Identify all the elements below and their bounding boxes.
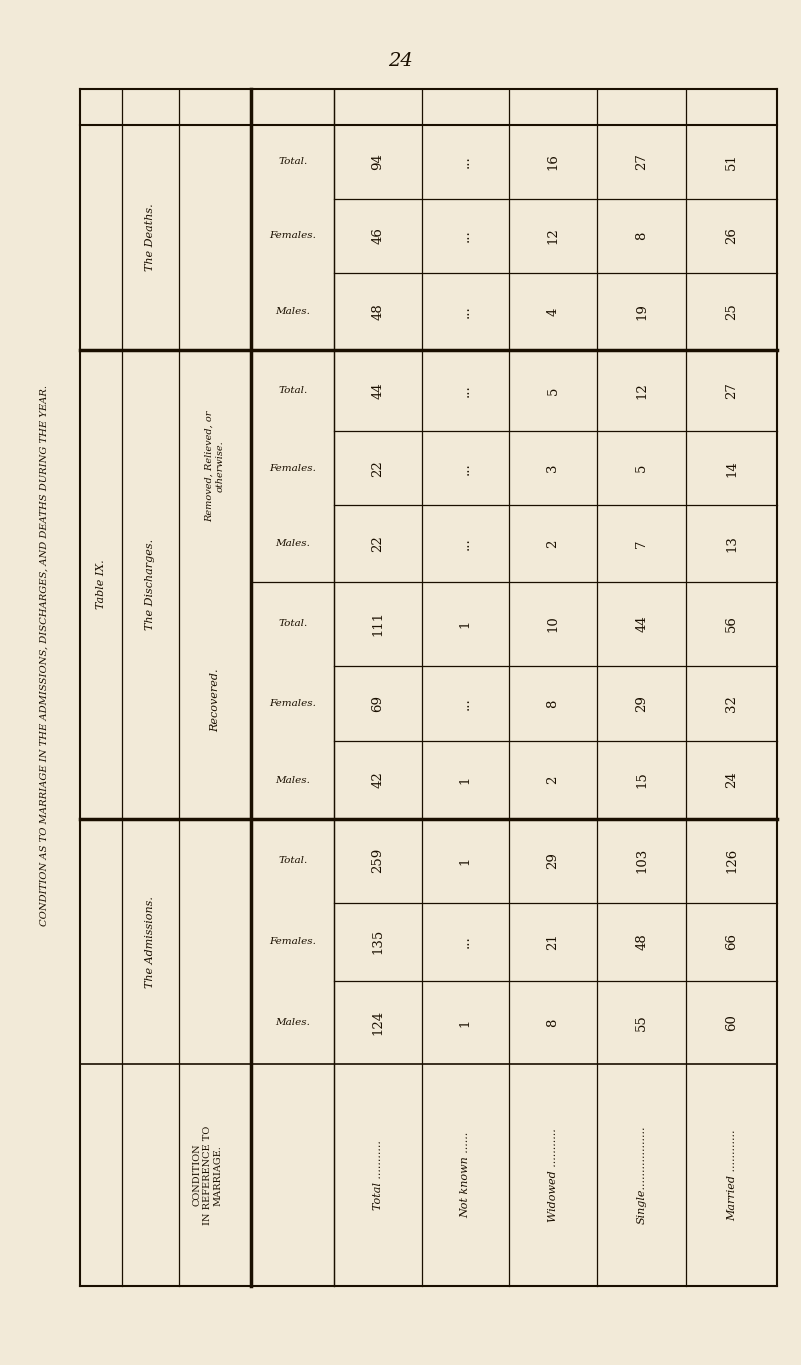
Text: 22: 22 — [372, 460, 384, 476]
Text: Not known ......: Not known ...... — [460, 1132, 470, 1218]
Text: The Deaths.: The Deaths. — [146, 203, 155, 272]
Text: 1: 1 — [459, 857, 472, 865]
Text: 21: 21 — [546, 934, 559, 950]
Text: 44: 44 — [372, 382, 384, 399]
Text: 2: 2 — [546, 775, 559, 785]
Text: 8: 8 — [546, 1018, 559, 1026]
Text: 1: 1 — [459, 1018, 472, 1026]
Text: 27: 27 — [725, 382, 739, 399]
Text: 51: 51 — [725, 153, 739, 171]
Text: 111: 111 — [372, 612, 384, 636]
Text: 12: 12 — [635, 382, 648, 399]
Text: Males.: Males. — [276, 539, 310, 549]
Text: 8: 8 — [635, 232, 648, 240]
Text: Total ...........: Total ........... — [373, 1140, 383, 1209]
Text: 3: 3 — [546, 464, 559, 472]
Text: Total.: Total. — [278, 620, 308, 628]
Text: Males.: Males. — [276, 307, 310, 315]
Text: 25: 25 — [725, 303, 739, 319]
Text: 94: 94 — [372, 153, 384, 171]
Text: 66: 66 — [725, 934, 739, 950]
Text: The Admissions.: The Admissions. — [146, 895, 155, 988]
Text: 60: 60 — [725, 1014, 739, 1031]
Text: 24: 24 — [725, 771, 739, 789]
Text: 42: 42 — [372, 771, 384, 789]
Text: Married ............: Married ............ — [727, 1129, 737, 1220]
Text: 2: 2 — [546, 539, 559, 547]
Text: ...: ... — [459, 384, 472, 397]
Text: 44: 44 — [635, 616, 648, 632]
Text: ...: ... — [459, 698, 472, 710]
Text: 135: 135 — [372, 930, 384, 954]
Text: 5: 5 — [635, 464, 648, 472]
Text: 1: 1 — [459, 620, 472, 628]
Text: Total.: Total. — [278, 157, 308, 167]
Text: 26: 26 — [725, 228, 739, 244]
Text: 29: 29 — [546, 852, 559, 870]
Text: Total.: Total. — [278, 386, 308, 394]
Text: CONDITION
IN REFERENCE TO
MARRIAGE.: CONDITION IN REFERENCE TO MARRIAGE. — [192, 1126, 222, 1224]
Text: 56: 56 — [725, 616, 739, 632]
Text: Total.: Total. — [278, 856, 308, 865]
Text: 4: 4 — [546, 307, 559, 315]
Text: ...: ... — [459, 304, 472, 318]
Text: 27: 27 — [635, 153, 648, 171]
Text: 103: 103 — [635, 848, 648, 874]
Text: 14: 14 — [725, 460, 739, 476]
Text: 259: 259 — [372, 848, 384, 874]
Text: Males.: Males. — [276, 775, 310, 785]
Text: Females.: Females. — [269, 699, 316, 708]
Text: 1: 1 — [459, 775, 472, 785]
Text: 124: 124 — [372, 1010, 384, 1035]
Text: 8: 8 — [546, 699, 559, 707]
Text: ...: ... — [459, 156, 472, 168]
Text: 13: 13 — [725, 535, 739, 551]
Text: CONDITION AS TO MARRIAGE IN THE ADMISSIONS, DISCHARGES, AND DEATHS DURING THE YE: CONDITION AS TO MARRIAGE IN THE ADMISSIO… — [39, 385, 49, 925]
Text: 126: 126 — [725, 848, 739, 874]
Text: Table IX.: Table IX. — [96, 560, 106, 609]
Text: Widowed ...........: Widowed ........... — [548, 1129, 558, 1222]
Text: Single..................: Single.................. — [637, 1126, 646, 1224]
Text: 69: 69 — [372, 695, 384, 713]
Text: 19: 19 — [635, 303, 648, 319]
Text: 24: 24 — [388, 52, 413, 70]
Text: 10: 10 — [546, 616, 559, 632]
Text: 29: 29 — [635, 695, 648, 713]
Text: ...: ... — [459, 935, 472, 949]
Text: 55: 55 — [635, 1014, 648, 1031]
Text: 7: 7 — [635, 539, 648, 547]
Text: Removed, Relieved, or
otherwise.: Removed, Relieved, or otherwise. — [205, 410, 224, 521]
Text: 12: 12 — [546, 228, 559, 244]
Text: The Discharges.: The Discharges. — [146, 539, 155, 629]
Text: ...: ... — [459, 229, 472, 243]
Text: 16: 16 — [546, 153, 559, 171]
Text: Females.: Females. — [269, 938, 316, 946]
Text: Females.: Females. — [269, 232, 316, 240]
Text: Recovered.: Recovered. — [210, 669, 220, 732]
Text: 48: 48 — [372, 303, 384, 319]
Text: 48: 48 — [635, 934, 648, 950]
Text: 32: 32 — [725, 695, 739, 713]
Text: Males.: Males. — [276, 1018, 310, 1026]
Text: 15: 15 — [635, 771, 648, 789]
Text: Females.: Females. — [269, 464, 316, 472]
Text: ...: ... — [459, 538, 472, 550]
Text: ...: ... — [459, 461, 472, 475]
Text: 5: 5 — [546, 386, 559, 394]
Text: 46: 46 — [372, 228, 384, 244]
Text: 22: 22 — [372, 535, 384, 551]
